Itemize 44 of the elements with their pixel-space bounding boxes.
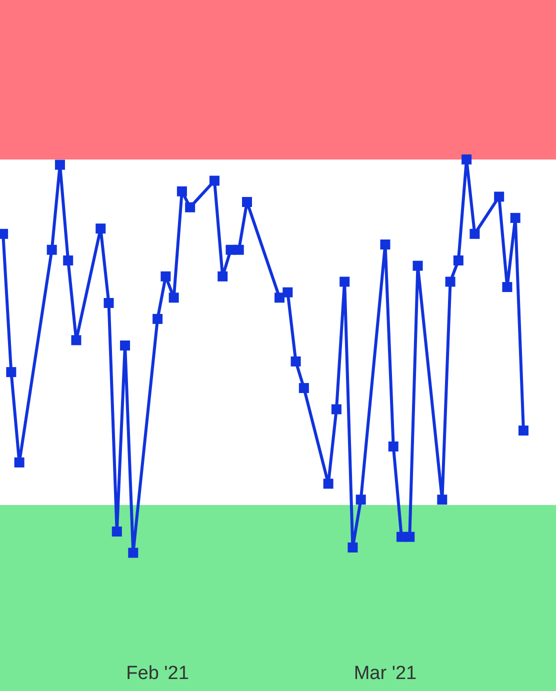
point (356, 494, 366, 505)
point (290, 356, 301, 366)
x-tick-label: Mar '21 (354, 663, 417, 684)
point (470, 228, 480, 239)
point (502, 282, 512, 292)
point (160, 271, 171, 282)
point (340, 276, 350, 287)
point (104, 298, 114, 308)
point (348, 542, 358, 552)
point (152, 314, 163, 324)
point (63, 255, 74, 266)
point (462, 154, 472, 164)
point (176, 186, 187, 196)
point (331, 404, 342, 414)
x-tick-label: Feb '21 (126, 663, 189, 684)
point (128, 548, 138, 558)
point (234, 244, 244, 255)
point (437, 494, 448, 505)
point (282, 287, 293, 298)
point (71, 335, 82, 346)
point (510, 212, 520, 223)
point (380, 240, 390, 250)
point (404, 532, 415, 542)
point (6, 367, 16, 378)
point (388, 441, 398, 452)
point (494, 192, 504, 202)
point (445, 276, 456, 287)
point (96, 224, 106, 234)
point (218, 271, 228, 282)
point (323, 478, 334, 489)
point (242, 196, 252, 207)
point (185, 202, 196, 212)
point (120, 340, 130, 350)
point (168, 292, 179, 303)
point (412, 260, 423, 271)
point (46, 244, 57, 255)
point (209, 176, 220, 186)
point (112, 526, 122, 537)
point (274, 292, 285, 303)
point (14, 457, 24, 468)
point (298, 383, 309, 394)
point (54, 160, 65, 170)
point (518, 426, 528, 436)
point (453, 255, 464, 266)
